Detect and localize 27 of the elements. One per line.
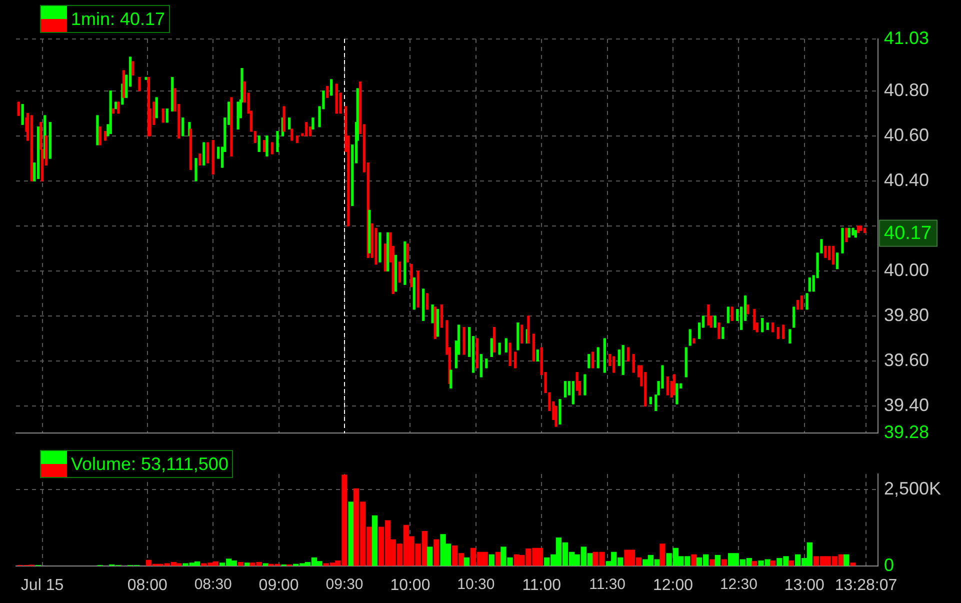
x-tick-label: 12:30 <box>720 576 758 594</box>
y-tick-label: 39.40 <box>884 395 930 416</box>
x-tick-label: 11:30 <box>589 576 626 594</box>
x-tick-label: 08:00 <box>127 577 168 594</box>
y-tick-label: 40.40 <box>884 170 930 190</box>
chart-title: 1min: 40.17 <box>71 8 166 30</box>
y-tick-label: 39.28 <box>884 422 930 442</box>
text: 40.17 <box>884 222 932 244</box>
y-tick-label: 39.80 <box>884 305 930 326</box>
y-tick-label: 40.00 <box>884 260 930 280</box>
chart-title: Volume: 53,111,500 <box>71 454 228 474</box>
x-tick-label: Jul 15 <box>20 577 64 594</box>
x-tick-label: 10:00 <box>390 577 430 594</box>
x-tick-label: 13:00 <box>784 577 825 594</box>
x-tick-label: 09:00 <box>258 577 299 594</box>
x-tick-label: 13:28:07 <box>834 577 898 594</box>
y-tick-label: 0 <box>884 554 894 575</box>
y-tick-label: 41.03 <box>884 28 930 48</box>
x-tick-label: 08:30 <box>194 576 232 594</box>
x-tick-label: 09:30 <box>326 576 364 594</box>
x-tick-label: 12:00 <box>652 577 694 594</box>
y-tick-label: 40.80 <box>884 80 930 100</box>
y-tick-label: 2,500K <box>884 478 942 498</box>
y-tick-label: 40.60 <box>884 124 930 145</box>
x-tick-label: 11:00 <box>522 577 562 594</box>
y-tick-label: 39.60 <box>884 350 930 370</box>
x-tick-label: 10:30 <box>457 576 495 594</box>
